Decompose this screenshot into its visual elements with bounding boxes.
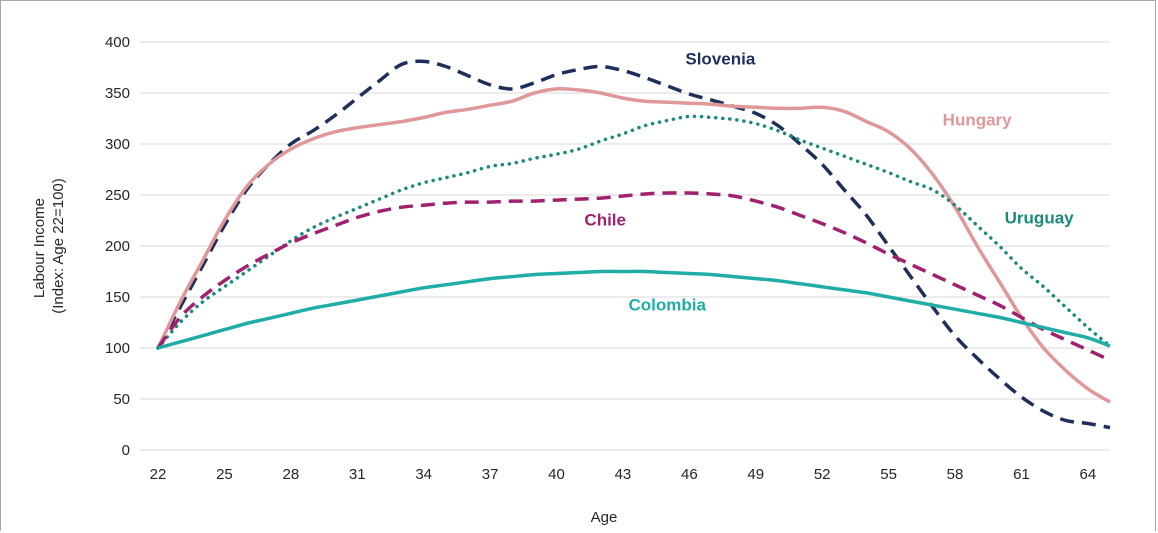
y-tick-label: 300 [105,136,130,153]
x-tick-label: 25 [216,466,233,483]
series-line-colombia [157,269,1111,350]
x-tick-label: 31 [349,466,366,483]
x-tick-label: 49 [747,466,764,483]
y-axis-title: Labour Income (Index: Age 22=100) [31,178,67,314]
y-tick-label: 250 [105,187,130,204]
y-tick-label: 150 [105,289,130,306]
y-axis-title-line2: (Index: Age 22=100) [50,178,67,314]
series-line-slovenia [156,59,1111,430]
x-tick-label: 28 [282,466,299,483]
y-axis-ticks: 0 50 100 150 200 250 300 350 400 [105,34,130,459]
x-tick-label: 22 [150,466,167,483]
series-line-uruguay [156,114,1112,350]
x-tick-label: 52 [814,466,831,483]
series-labels: Slovenia Hungary Uruguay Chile Colombia [584,49,1074,314]
x-tick-label: 43 [615,466,632,483]
series-label-chile: Chile [584,211,626,230]
x-axis-ticks: 22 25 28 31 34 37 40 43 46 49 52 55 58 61 64 [150,466,1097,483]
y-tick-label: 350 [105,85,130,102]
x-tick-label: 40 [548,466,565,483]
y-tick-label: 200 [105,238,130,255]
series-label-colombia: Colombia [628,295,706,314]
x-tick-label: 55 [880,466,897,483]
y-tick-label: 0 [122,442,130,459]
x-tick-label: 46 [681,466,698,483]
x-tick-label: 64 [1080,466,1097,483]
series-label-slovenia: Slovenia [685,49,755,68]
x-axis-title: Age [591,509,618,526]
y-tick-label: 50 [113,391,130,408]
x-tick-label: 34 [415,466,432,483]
x-tick-label: 61 [1013,466,1030,483]
x-tick-label: 37 [482,466,499,483]
x-tick-label: 58 [947,466,964,483]
series-line-chile [156,191,1111,362]
series-label-hungary: Hungary [943,111,1013,130]
series-line-hungary [156,87,1111,404]
series-lines [156,59,1112,430]
y-tick-label: 100 [105,340,130,357]
y-axis-title-line1: Labour Income [31,198,48,298]
y-tick-label: 400 [105,34,130,51]
series-label-uruguay: Uruguay [1005,209,1075,228]
